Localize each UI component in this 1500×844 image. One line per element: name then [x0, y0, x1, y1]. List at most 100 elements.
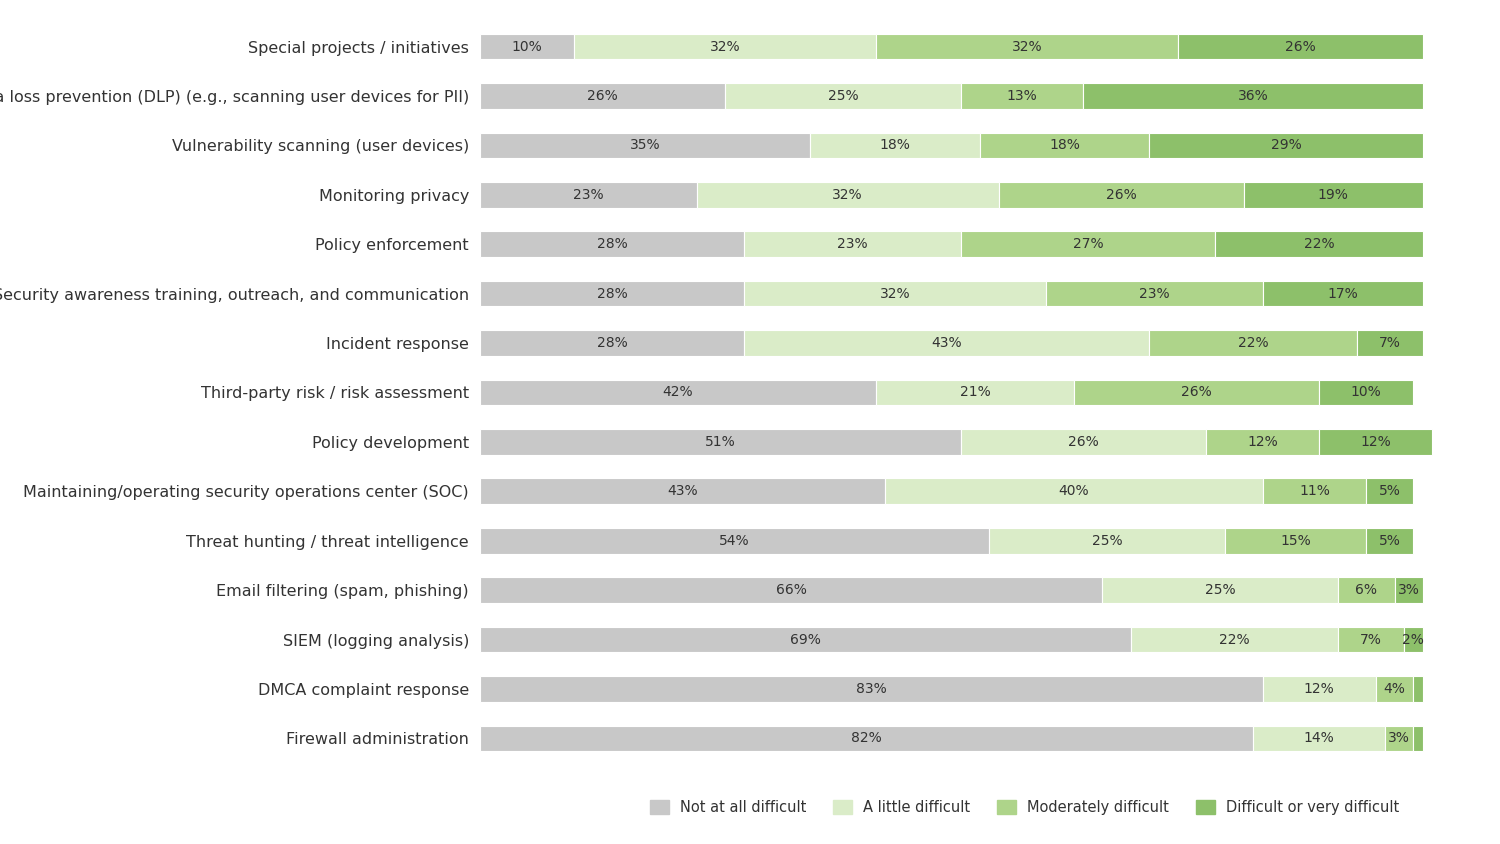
Text: 21%: 21% [960, 386, 990, 399]
Bar [1366, 479, 1413, 504]
Text: 3%: 3% [1398, 583, 1419, 598]
Text: 5%: 5% [1378, 533, 1401, 548]
Text: 26%: 26% [1286, 40, 1316, 53]
Text: 12%: 12% [1246, 435, 1278, 449]
Text: 69%: 69% [790, 632, 820, 647]
Bar [999, 182, 1244, 208]
Text: 82%: 82% [850, 732, 882, 745]
Bar [744, 281, 1046, 306]
Bar [1083, 83, 1424, 109]
Text: 14%: 14% [1304, 732, 1335, 745]
Bar [1206, 429, 1318, 455]
Bar [1318, 429, 1432, 455]
Text: 23%: 23% [837, 237, 867, 252]
Bar [480, 330, 744, 356]
Bar [1226, 528, 1366, 554]
Bar [480, 34, 574, 59]
Text: 83%: 83% [856, 682, 886, 696]
Text: 10%: 10% [512, 40, 543, 53]
Text: 3%: 3% [1389, 732, 1410, 745]
Text: 23%: 23% [573, 187, 603, 202]
Bar [1263, 479, 1366, 504]
Text: 29%: 29% [1270, 138, 1302, 153]
Text: 11%: 11% [1299, 484, 1330, 498]
Bar [1046, 281, 1263, 306]
Bar [744, 231, 962, 257]
Text: 51%: 51% [705, 435, 736, 449]
Bar [885, 479, 1263, 504]
Text: 26%: 26% [1068, 435, 1100, 449]
Bar [1384, 726, 1413, 751]
Bar [480, 182, 698, 208]
Bar [1252, 726, 1384, 751]
Text: 32%: 32% [710, 40, 741, 53]
Text: 36%: 36% [1238, 89, 1269, 103]
Bar [1338, 627, 1404, 652]
Text: 26%: 26% [1180, 386, 1212, 399]
Bar [1263, 676, 1376, 702]
Text: 2%: 2% [1402, 632, 1425, 647]
Text: 26%: 26% [586, 89, 618, 103]
Bar [876, 380, 1074, 405]
Bar [480, 380, 876, 405]
Bar [480, 726, 1252, 751]
Bar [1074, 380, 1318, 405]
Text: 18%: 18% [1048, 138, 1080, 153]
Text: 28%: 28% [597, 287, 627, 300]
Text: 22%: 22% [1220, 632, 1250, 647]
Bar [1149, 330, 1358, 356]
Bar [480, 627, 1131, 652]
Bar [1149, 133, 1424, 158]
Text: 35%: 35% [630, 138, 660, 153]
Text: 27%: 27% [1072, 237, 1104, 252]
Text: 12%: 12% [1304, 682, 1335, 696]
Text: 25%: 25% [1204, 583, 1236, 598]
Text: 5%: 5% [1378, 484, 1401, 498]
Text: 28%: 28% [597, 336, 627, 350]
Text: 54%: 54% [720, 533, 750, 548]
Text: 26%: 26% [1106, 187, 1137, 202]
Bar [480, 133, 810, 158]
Bar [962, 83, 1083, 109]
Bar [1366, 528, 1413, 554]
Text: 25%: 25% [1092, 533, 1122, 548]
Text: 15%: 15% [1280, 533, 1311, 548]
Text: 32%: 32% [833, 187, 862, 202]
Text: 22%: 22% [1304, 237, 1335, 252]
Text: 23%: 23% [1138, 287, 1170, 300]
Text: 4%: 4% [1383, 682, 1406, 696]
Bar [1413, 676, 1424, 702]
Bar [810, 133, 980, 158]
Text: 40%: 40% [1059, 484, 1089, 498]
Bar [480, 231, 744, 257]
Bar [480, 479, 885, 504]
Bar [1376, 676, 1413, 702]
Bar [980, 133, 1149, 158]
Text: 12%: 12% [1360, 435, 1390, 449]
Bar [876, 34, 1178, 59]
Bar [1178, 34, 1424, 59]
Bar [1413, 726, 1424, 751]
Text: 6%: 6% [1356, 583, 1377, 598]
Text: 10%: 10% [1352, 386, 1382, 399]
Text: 32%: 32% [879, 287, 910, 300]
Bar [962, 231, 1215, 257]
Bar [480, 281, 744, 306]
Bar [1263, 281, 1424, 306]
Text: 22%: 22% [1238, 336, 1269, 350]
Bar [480, 429, 962, 455]
Text: 66%: 66% [776, 583, 807, 598]
Bar [480, 83, 724, 109]
Bar [480, 577, 1102, 603]
Bar [1215, 231, 1423, 257]
Text: 28%: 28% [597, 237, 627, 252]
Text: 42%: 42% [663, 386, 693, 399]
Text: 7%: 7% [1360, 632, 1382, 647]
Text: 25%: 25% [828, 89, 858, 103]
Bar [1338, 577, 1395, 603]
Bar [574, 34, 876, 59]
Text: 32%: 32% [1011, 40, 1042, 53]
Text: 7%: 7% [1378, 336, 1401, 350]
Bar [1318, 380, 1413, 405]
Bar [744, 330, 1149, 356]
